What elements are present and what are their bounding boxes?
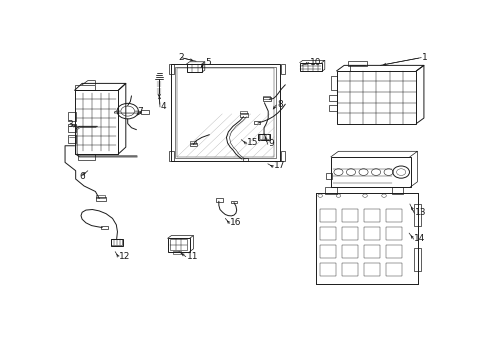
Bar: [263, 97, 271, 102]
Text: 16: 16: [230, 218, 242, 227]
Bar: [68, 135, 75, 143]
Bar: [187, 64, 202, 72]
Bar: [74, 85, 96, 90]
Bar: [348, 61, 367, 67]
Bar: [172, 64, 280, 161]
Text: 5: 5: [205, 58, 211, 67]
Text: 7: 7: [137, 107, 143, 116]
Bar: [68, 112, 75, 121]
Text: 13: 13: [415, 208, 427, 217]
Bar: [329, 95, 337, 102]
Bar: [326, 173, 332, 179]
Bar: [386, 209, 402, 222]
Bar: [329, 105, 337, 111]
Text: 9: 9: [269, 139, 274, 148]
Text: 10: 10: [310, 58, 321, 67]
Text: 8: 8: [277, 100, 283, 109]
Bar: [96, 195, 104, 198]
Bar: [364, 245, 380, 258]
Bar: [337, 71, 416, 123]
Bar: [101, 226, 108, 229]
Bar: [78, 153, 96, 159]
Bar: [320, 227, 336, 240]
Bar: [325, 187, 337, 194]
Bar: [343, 245, 358, 258]
Bar: [169, 151, 173, 161]
Bar: [254, 121, 260, 124]
Bar: [415, 204, 421, 226]
Bar: [173, 251, 181, 254]
Bar: [343, 263, 358, 276]
Bar: [320, 245, 336, 258]
Bar: [281, 64, 285, 74]
Bar: [386, 245, 402, 258]
Bar: [240, 111, 247, 114]
Text: 6: 6: [79, 172, 85, 181]
Text: 12: 12: [119, 252, 130, 261]
Bar: [141, 110, 148, 114]
Text: 1: 1: [422, 53, 428, 62]
Bar: [320, 263, 336, 276]
Bar: [364, 209, 380, 222]
Bar: [240, 113, 248, 117]
Bar: [343, 209, 358, 222]
Bar: [300, 63, 322, 72]
Bar: [258, 134, 270, 140]
Bar: [68, 123, 75, 132]
Bar: [169, 64, 173, 74]
Bar: [320, 209, 336, 222]
Bar: [111, 239, 123, 246]
Text: 4: 4: [161, 102, 167, 111]
Bar: [343, 227, 358, 240]
Bar: [190, 141, 196, 144]
Bar: [74, 90, 118, 154]
Bar: [243, 158, 248, 161]
Bar: [263, 96, 270, 99]
Bar: [96, 197, 106, 201]
Bar: [259, 134, 270, 139]
Bar: [216, 198, 222, 202]
Bar: [364, 227, 380, 240]
Text: 17: 17: [274, 162, 285, 171]
Bar: [364, 263, 380, 276]
Bar: [170, 239, 187, 250]
Text: 14: 14: [415, 234, 426, 243]
Bar: [331, 157, 411, 187]
Bar: [168, 238, 190, 252]
Bar: [386, 263, 402, 276]
Bar: [177, 68, 274, 157]
Bar: [231, 201, 237, 203]
Text: 11: 11: [187, 252, 198, 261]
Bar: [386, 227, 402, 240]
Bar: [415, 248, 421, 270]
Bar: [190, 143, 197, 146]
Bar: [111, 239, 122, 245]
Text: 2: 2: [178, 53, 184, 62]
Bar: [281, 151, 285, 161]
Bar: [392, 187, 403, 194]
Bar: [175, 67, 276, 158]
Text: 15: 15: [247, 139, 259, 148]
Text: 3: 3: [67, 121, 73, 130]
